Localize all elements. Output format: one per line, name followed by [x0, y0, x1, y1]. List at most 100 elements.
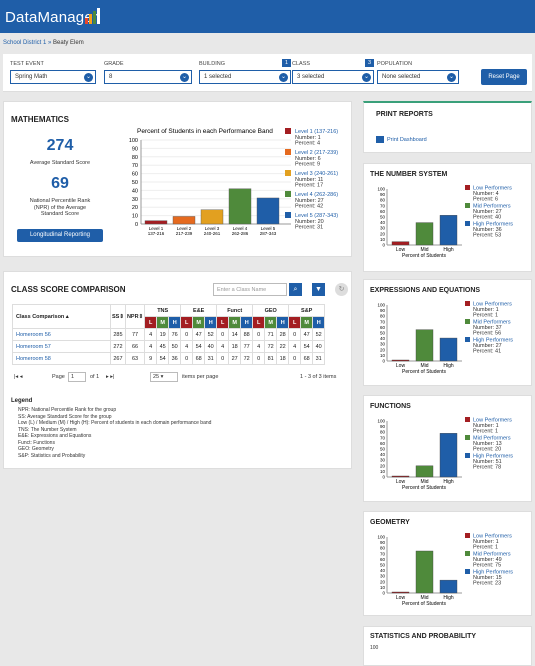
class-name-link[interactable]: Homeroom 58: [12, 352, 111, 365]
grade-select[interactable]: 8 ⌄: [104, 70, 192, 84]
filter-count-badge: 1: [282, 59, 291, 67]
app-logo[interactable]: DataManager: [5, 9, 99, 26]
col-sub-2[interactable]: H: [312, 316, 326, 329]
x-tick-label: 137-216: [148, 231, 165, 236]
col-sub-1[interactable]: M: [156, 316, 170, 329]
legend-name[interactable]: Mid Performers: [473, 204, 511, 210]
per-page-select[interactable]: 25 ▾: [150, 372, 178, 382]
col-sub-1[interactable]: M: [192, 316, 206, 329]
first-page-icon[interactable]: |◂ ◂: [14, 374, 23, 380]
filter-icon[interactable]: ▼: [312, 283, 325, 296]
cell-band: 76: [168, 328, 182, 341]
class-search-input[interactable]: Enter a Class Name: [213, 283, 287, 296]
y-tick-label: 70: [380, 551, 386, 556]
col-sub-2[interactable]: H: [276, 316, 290, 329]
population-select[interactable]: None selected ⌄: [377, 70, 459, 84]
bar-low[interactable]: [391, 241, 410, 246]
bar-low[interactable]: [391, 475, 410, 478]
performance-band-chart: Percent of Students in each Performance …: [129, 128, 338, 236]
breadcrumb-district[interactable]: School District 1: [3, 40, 47, 46]
legend-name[interactable]: Low Performers: [473, 418, 512, 424]
npr-label: National Percentile Rank (NPR) of the Av…: [29, 198, 91, 217]
print-reports-title: PRINT REPORTS: [376, 111, 433, 118]
y-tick-label: 30: [380, 226, 386, 231]
col-sub-2[interactable]: H: [240, 316, 254, 329]
y-tick-label: 40: [380, 568, 386, 573]
legend-swatch: [465, 533, 470, 538]
bar-level-5[interactable]: [256, 197, 280, 225]
legend-name[interactable]: Mid Performers: [473, 552, 511, 558]
bar-mid[interactable]: [415, 222, 434, 246]
bar-low[interactable]: [391, 359, 410, 362]
cell-band: 0: [288, 328, 302, 341]
print-dashboard-link[interactable]: Print Dashboard: [387, 137, 427, 143]
y-tick-label: 0: [382, 475, 385, 480]
legend-detail: Number: 51: [473, 459, 502, 465]
bar-level-2[interactable]: [172, 216, 196, 225]
test-event-select[interactable]: Spring Math ⌄: [10, 70, 96, 84]
col-npr[interactable]: NPR⇕: [124, 304, 146, 329]
bar-level-4[interactable]: [228, 188, 252, 225]
legend-detail: Percent: 53: [473, 233, 501, 239]
bar-high[interactable]: [439, 579, 458, 594]
bar-high[interactable]: [439, 215, 458, 246]
y-tick-label: 50: [380, 563, 386, 568]
bar-mid[interactable]: [415, 329, 434, 362]
y-tick-label: 100: [370, 645, 379, 651]
search-icon[interactable]: ⌕: [289, 283, 302, 296]
legend-detail: Number: 37: [473, 325, 502, 331]
legend-name[interactable]: Level 5 (287-343): [295, 213, 338, 219]
col-sub-1[interactable]: M: [264, 316, 278, 329]
domain-chart-title: GEOMETRY: [370, 519, 410, 526]
col-sub-1[interactable]: M: [228, 316, 242, 329]
col-sub-0[interactable]: L: [144, 316, 158, 329]
page-number-input[interactable]: 1: [68, 372, 86, 382]
class-select[interactable]: 3 selected ⌄: [292, 70, 374, 84]
col-sub-0[interactable]: L: [288, 316, 302, 329]
x-axis-label: Percent of Students: [402, 253, 446, 259]
legend-name[interactable]: Low Performers: [473, 302, 512, 308]
legend-name[interactable]: Level 2 (217-239): [295, 150, 338, 156]
npr-value: 69: [51, 175, 69, 192]
bar-level-1[interactable]: [144, 220, 168, 225]
bar-mid[interactable]: [415, 465, 434, 478]
legend-name[interactable]: Level 4 (262-286): [295, 192, 338, 198]
longitudinal-reporting-button[interactable]: Longitudinal Reporting: [17, 229, 103, 242]
legend-name[interactable]: High Performers: [473, 338, 513, 344]
x-tick-label: 262-286: [232, 231, 249, 236]
building-select[interactable]: 1 selected ⌄: [199, 70, 291, 84]
col-sub-0[interactable]: L: [216, 316, 230, 329]
bar-mid[interactable]: [415, 550, 434, 594]
bar-low[interactable]: [391, 591, 410, 594]
col-class-comparison[interactable]: Class Comparison ▴: [12, 304, 111, 329]
cell-band: 4: [288, 340, 302, 353]
legend-name[interactable]: Mid Performers: [473, 320, 511, 326]
legend-detail: Percent: 31: [295, 225, 323, 231]
bar-high[interactable]: [439, 433, 458, 478]
legend-detail: Number: 27: [473, 343, 502, 349]
class-name-link[interactable]: Homeroom 56: [12, 328, 111, 341]
bar-high[interactable]: [439, 337, 458, 362]
col-sub-2[interactable]: H: [204, 316, 218, 329]
legend-name[interactable]: High Performers: [473, 222, 513, 228]
legend-name[interactable]: Mid Performers: [473, 436, 511, 442]
legend-name[interactable]: Level 3 (240-261): [295, 171, 338, 177]
legend-line: TNS: The Number System: [18, 426, 77, 433]
legend-name[interactable]: Low Performers: [473, 186, 512, 192]
x-axis-label: Percent of Students: [402, 369, 446, 375]
refresh-icon[interactable]: ↻: [335, 283, 348, 296]
col-ss[interactable]: SS⇕: [110, 304, 126, 329]
legend-name[interactable]: Low Performers: [473, 534, 512, 540]
reset-page-button[interactable]: Reset Page: [481, 69, 527, 85]
col-sub-1[interactable]: M: [300, 316, 314, 329]
legend-name[interactable]: High Performers: [473, 454, 513, 460]
legend-detail: Percent: 1: [473, 313, 498, 319]
legend-name[interactable]: Level 1 (137-216): [295, 129, 338, 135]
col-sub-0[interactable]: L: [180, 316, 194, 329]
col-sub-0[interactable]: L: [252, 316, 266, 329]
bar-level-3[interactable]: [200, 209, 224, 225]
class-name-link[interactable]: Homeroom 57: [12, 340, 111, 353]
next-page-icon[interactable]: ▸ ▸|: [106, 374, 115, 380]
col-sub-2[interactable]: H: [168, 316, 182, 329]
legend-name[interactable]: High Performers: [473, 570, 513, 576]
